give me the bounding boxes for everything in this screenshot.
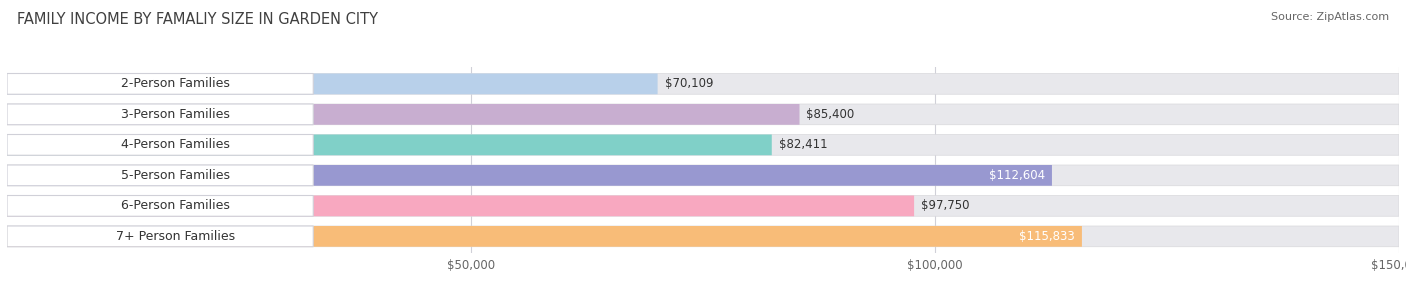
Text: $115,833: $115,833 [1019,230,1076,243]
FancyBboxPatch shape [7,104,1399,125]
Text: $70,109: $70,109 [665,77,713,90]
Text: 6-Person Families: 6-Person Families [121,199,231,212]
FancyBboxPatch shape [7,165,1399,186]
FancyBboxPatch shape [7,135,314,155]
Text: $85,400: $85,400 [807,108,855,121]
Text: 2-Person Families: 2-Person Families [121,77,231,90]
Text: $82,411: $82,411 [779,138,827,151]
FancyBboxPatch shape [7,74,658,94]
Text: 7+ Person Families: 7+ Person Families [115,230,235,243]
FancyBboxPatch shape [7,135,1399,155]
FancyBboxPatch shape [7,196,1399,216]
FancyBboxPatch shape [7,104,800,125]
FancyBboxPatch shape [7,226,314,247]
Text: FAMILY INCOME BY FAMALIY SIZE IN GARDEN CITY: FAMILY INCOME BY FAMALIY SIZE IN GARDEN … [17,12,378,27]
FancyBboxPatch shape [7,74,314,94]
Text: 3-Person Families: 3-Person Families [121,108,231,121]
FancyBboxPatch shape [7,226,1399,247]
FancyBboxPatch shape [7,104,314,125]
FancyBboxPatch shape [7,165,1052,186]
Text: Source: ZipAtlas.com: Source: ZipAtlas.com [1271,12,1389,22]
FancyBboxPatch shape [7,196,914,216]
FancyBboxPatch shape [7,135,772,155]
Text: 4-Person Families: 4-Person Families [121,138,231,151]
FancyBboxPatch shape [7,196,314,216]
Text: $112,604: $112,604 [988,169,1045,182]
Text: 5-Person Families: 5-Person Families [121,169,231,182]
FancyBboxPatch shape [7,74,1399,94]
Text: $97,750: $97,750 [921,199,970,212]
FancyBboxPatch shape [7,226,1081,247]
FancyBboxPatch shape [7,165,314,186]
